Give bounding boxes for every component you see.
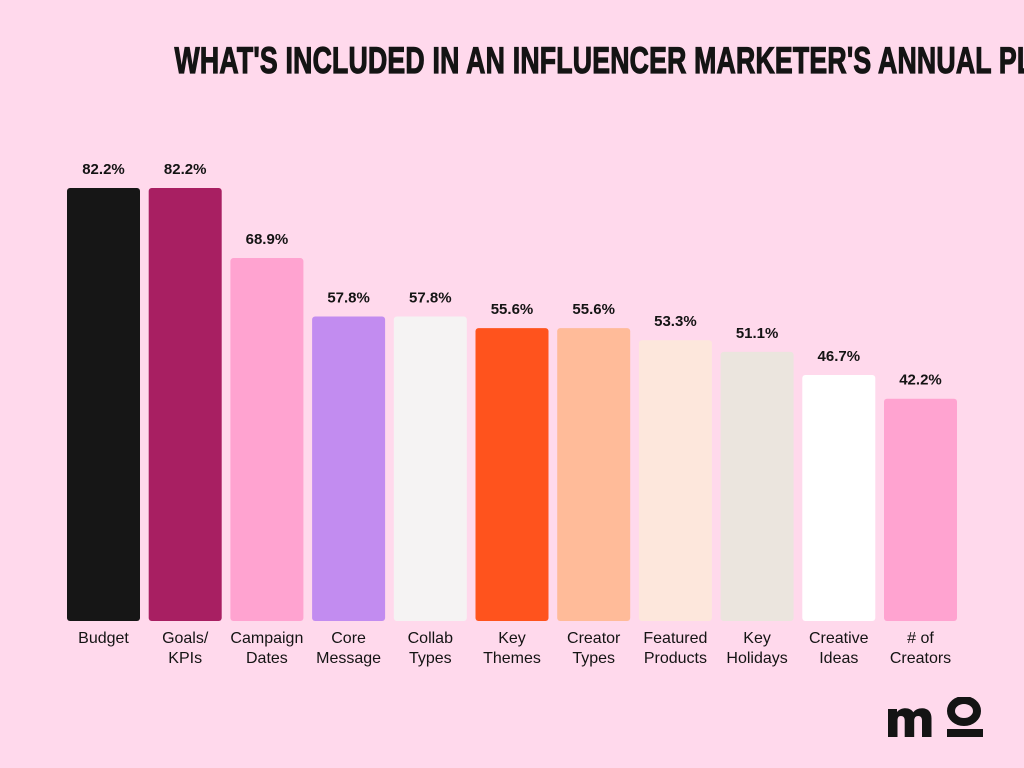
data-label: 42.2%	[899, 372, 942, 389]
bar	[802, 375, 876, 621]
bar	[884, 398, 957, 621]
category-label: Budget	[78, 630, 129, 647]
category-label: Creative	[809, 630, 869, 647]
bar	[475, 328, 549, 621]
category-label: Types	[572, 650, 615, 667]
data-label: 53.3%	[654, 313, 697, 330]
category-label: Key	[498, 630, 526, 647]
bar	[67, 188, 140, 621]
mo-logo	[888, 697, 983, 737]
category-label: Themes	[483, 650, 541, 667]
category-label: Creators	[890, 650, 951, 667]
data-label: 51.1%	[736, 325, 779, 342]
data-label: 57.8%	[327, 290, 370, 307]
category-label: Core	[331, 630, 366, 647]
category-label: Products	[644, 650, 707, 667]
category-label: Creator	[567, 630, 621, 647]
category-label: Key	[743, 630, 771, 647]
category-label: Featured	[643, 630, 707, 647]
bar	[148, 188, 222, 621]
category-label: KPIs	[168, 650, 202, 667]
data-label: 46.7%	[818, 348, 861, 365]
bar	[393, 316, 467, 621]
chart-title: WHAT'S INCLUDED IN AN INFLUENCER MARKETE…	[174, 39, 1024, 81]
bar	[720, 351, 794, 621]
category-label: Types	[409, 650, 452, 667]
bar	[557, 328, 631, 621]
bar	[312, 316, 386, 621]
category-label: Message	[316, 650, 381, 667]
data-label: 82.2%	[164, 161, 207, 178]
category-label: # of	[907, 630, 934, 647]
category-label: Holidays	[726, 650, 787, 667]
data-label: 68.9%	[246, 231, 289, 248]
data-label: 57.8%	[409, 290, 452, 307]
category-label: Goals/	[162, 630, 209, 647]
data-label: 55.6%	[572, 301, 615, 318]
bar	[230, 258, 304, 621]
category-label: Ideas	[819, 650, 858, 667]
data-label: 55.6%	[491, 301, 534, 318]
bar	[638, 340, 712, 621]
category-label: Campaign	[230, 630, 303, 647]
data-label: 82.2%	[82, 161, 125, 178]
category-label: Collab	[408, 630, 453, 647]
category-label: Dates	[246, 650, 288, 667]
